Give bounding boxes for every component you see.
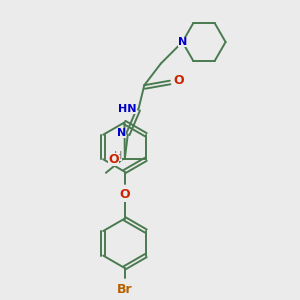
Text: N: N: [178, 37, 187, 47]
Text: O: O: [119, 188, 130, 201]
Text: HN: HN: [118, 104, 137, 114]
Text: O: O: [174, 74, 184, 87]
Text: H: H: [114, 151, 122, 161]
Text: Br: Br: [117, 283, 132, 296]
Text: N: N: [117, 128, 126, 138]
Text: O: O: [108, 153, 119, 166]
